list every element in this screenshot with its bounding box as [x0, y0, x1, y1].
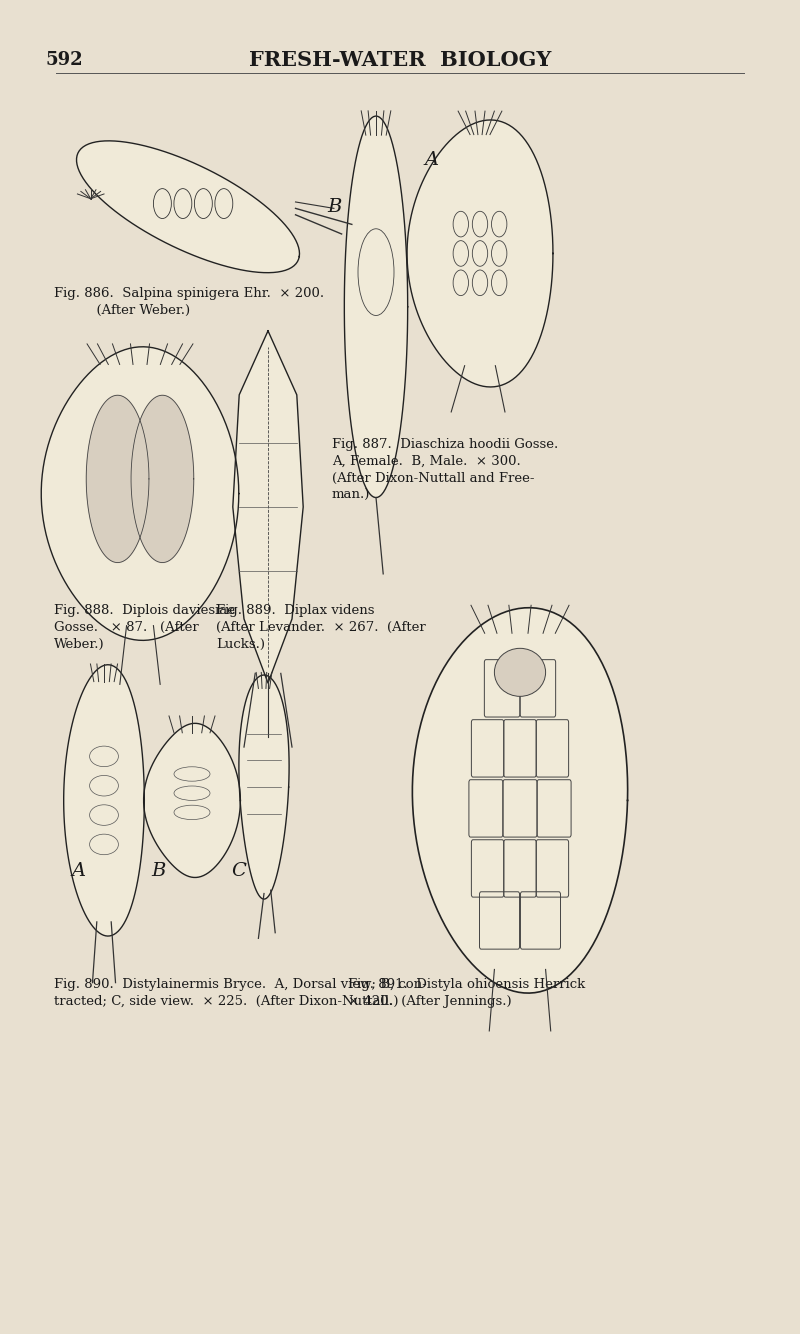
Polygon shape	[344, 116, 408, 498]
Polygon shape	[412, 608, 628, 992]
Text: Fig. 886.  Salpina spinigera Ehr.  × 200.
          (After Weber.): Fig. 886. Salpina spinigera Ehr. × 200. …	[54, 287, 325, 316]
Text: C: C	[231, 862, 246, 880]
Polygon shape	[233, 331, 303, 683]
Text: Fig. 891.  Distyla ohioensis Herrick
× 420.  (After Jennings.): Fig. 891. Distyla ohioensis Herrick × 42…	[348, 978, 586, 1007]
Polygon shape	[64, 664, 144, 936]
Text: B: B	[151, 862, 166, 880]
Text: A: A	[425, 151, 439, 169]
Text: A: A	[71, 862, 86, 880]
Polygon shape	[86, 395, 149, 563]
Text: Fig. 890.  Distylainermis Bryce.  A, Dorsal view; B, con-
tracted; C, side view.: Fig. 890. Distylainermis Bryce. A, Dorsa…	[54, 978, 427, 1007]
Polygon shape	[77, 141, 299, 272]
Polygon shape	[131, 395, 194, 563]
Text: FRESH-WATER  BIOLOGY: FRESH-WATER BIOLOGY	[249, 51, 551, 69]
Text: 592: 592	[45, 51, 83, 69]
Text: Fig. 887.  Diaschiza hoodii Gosse.
A, Female.  B, Male.  × 300.
(After Dixon-Nut: Fig. 887. Diaschiza hoodii Gosse. A, Fem…	[332, 438, 558, 502]
Ellipse shape	[494, 648, 546, 696]
Text: B: B	[327, 197, 342, 216]
Polygon shape	[239, 675, 289, 899]
Polygon shape	[144, 723, 240, 878]
Polygon shape	[42, 347, 238, 640]
Text: Fig. 889.  Diplax videns
(After Levander.  × 267.  (After
Lucks.): Fig. 889. Diplax videns (After Levander.…	[216, 604, 426, 651]
Text: Fig. 888.  Diplois daviesiae
Gosse.   × 87.   (After
Weber.): Fig. 888. Diplois daviesiae Gosse. × 87.…	[54, 604, 235, 651]
Polygon shape	[407, 120, 553, 387]
